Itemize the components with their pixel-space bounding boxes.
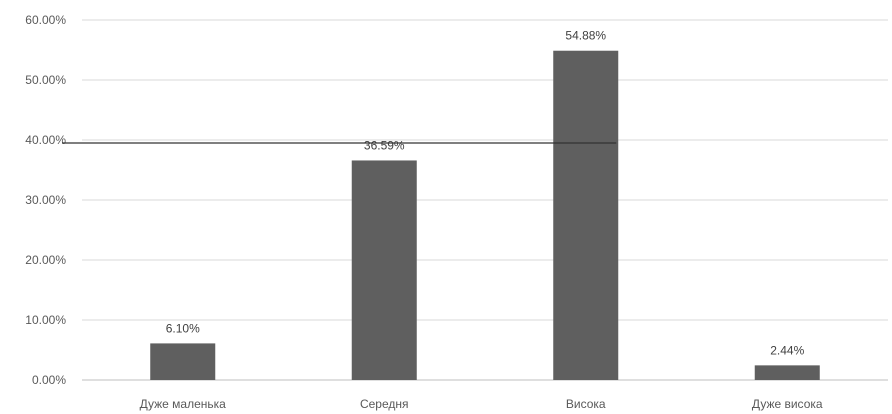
x-category-label: Дуже висока <box>752 397 823 411</box>
y-tick-label: 0.00% <box>32 373 66 387</box>
y-tick-label: 40.00% <box>25 133 66 147</box>
data-labels: 6.10% 36.59% 54.88% 2.44% <box>166 29 805 358</box>
bar <box>150 343 216 380</box>
data-label: 36.59% <box>364 138 405 152</box>
x-category-label: Дуже маленька <box>140 397 227 411</box>
y-axis-tick-labels: 0.00% 10.00% 20.00% 30.00% 40.00% 50.00% 60.00… <box>25 13 66 387</box>
bar <box>553 50 619 380</box>
y-tick-label: 10.00% <box>25 313 66 327</box>
gridlines <box>82 19 888 381</box>
data-label: 6.10% <box>166 321 200 335</box>
bar <box>754 365 820 380</box>
y-tick-label: 50.00% <box>25 73 66 87</box>
bar <box>351 160 417 380</box>
y-tick-label: 60.00% <box>25 13 66 27</box>
x-category-label: Середня <box>360 397 409 411</box>
y-tick-label: 30.00% <box>25 193 66 207</box>
x-axis-category-labels: Дуже маленька Середня Висока Дуже висока <box>140 397 823 411</box>
bars <box>150 50 820 380</box>
data-label: 54.88% <box>565 29 606 43</box>
x-category-label: Висока <box>566 397 606 411</box>
y-tick-label: 20.00% <box>25 253 66 267</box>
data-label: 2.44% <box>770 343 804 357</box>
